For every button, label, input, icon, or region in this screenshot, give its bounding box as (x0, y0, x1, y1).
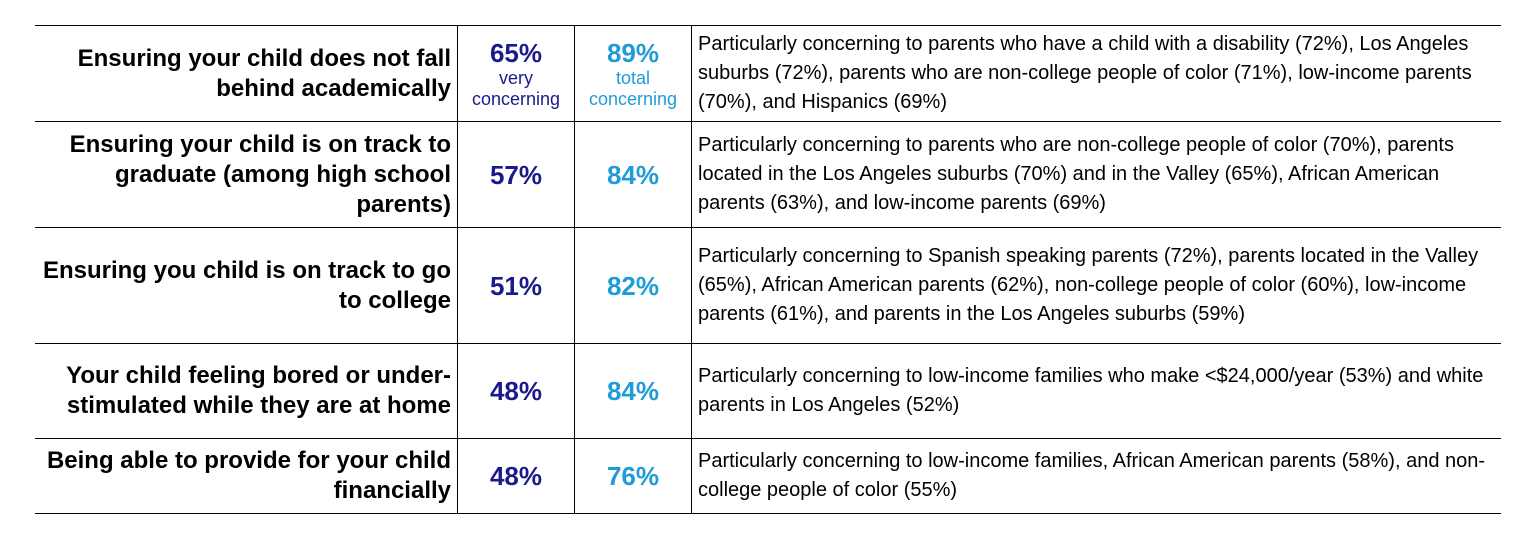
very-concerning-cell: 65% very concerning (457, 25, 575, 122)
total-concerning-value: 84% (606, 159, 660, 190)
subgroup-note: Particularly concerning to low-income fa… (698, 450, 1486, 501)
subgroup-note: Particularly concerning to Spanish speak… (698, 245, 1479, 325)
issue-label: Your child feeling bored or under-stimul… (35, 343, 458, 439)
table-row: Your child feeling bored or under-stimul… (35, 343, 1501, 439)
total-concerning-value: 84% (606, 376, 660, 406)
subgroup-note: Particularly concerning to parents who a… (698, 134, 1454, 214)
total-concerning-cell: 82% (574, 227, 692, 344)
very-concerning-value: 51% (489, 270, 543, 301)
issue-label: Ensuring your child is on track to gradu… (35, 121, 458, 228)
issue-label: Ensuring you child is on track to go to … (35, 227, 458, 344)
table-row: Ensuring your child is on track to gradu… (35, 121, 1501, 228)
subgroup-note: Particularly concerning to low-income fa… (698, 365, 1484, 416)
very-concerning-value: 48% (489, 376, 543, 406)
issue-label: Being able to provide for your child fin… (35, 438, 458, 514)
very-concerning-cell: 48% (457, 343, 575, 439)
total-concerning-value: 89% (606, 37, 660, 68)
concerns-table: Ensuring your child does not fall behind… (35, 25, 1501, 514)
subgroup-note: Particularly concerning to parents who h… (698, 33, 1472, 113)
very-concerning-cell: 51% (457, 227, 575, 344)
total-concerning-value: 76% (606, 461, 660, 491)
table-row: Ensuring you child is on track to go to … (35, 227, 1501, 344)
very-concerning-value: 57% (489, 159, 543, 190)
very-concerning-label: very concerning (471, 67, 561, 109)
table-row: Being able to provide for your child fin… (35, 438, 1501, 514)
total-concerning-cell: 76% (574, 438, 692, 514)
very-concerning-cell: 48% (457, 438, 575, 514)
very-concerning-cell: 57% (457, 121, 575, 228)
total-concerning-cell: 84% (574, 121, 692, 228)
issue-label: Ensuring your child does not fall behind… (35, 25, 458, 122)
total-concerning-value: 82% (606, 270, 660, 301)
table-row: Ensuring your child does not fall behind… (35, 25, 1501, 122)
total-concerning-label: total concerning (588, 67, 678, 109)
very-concerning-value: 48% (489, 461, 543, 491)
total-concerning-cell: 84% (574, 343, 692, 439)
total-concerning-cell: 89% total concerning (574, 25, 692, 122)
very-concerning-value: 65% (489, 37, 543, 68)
